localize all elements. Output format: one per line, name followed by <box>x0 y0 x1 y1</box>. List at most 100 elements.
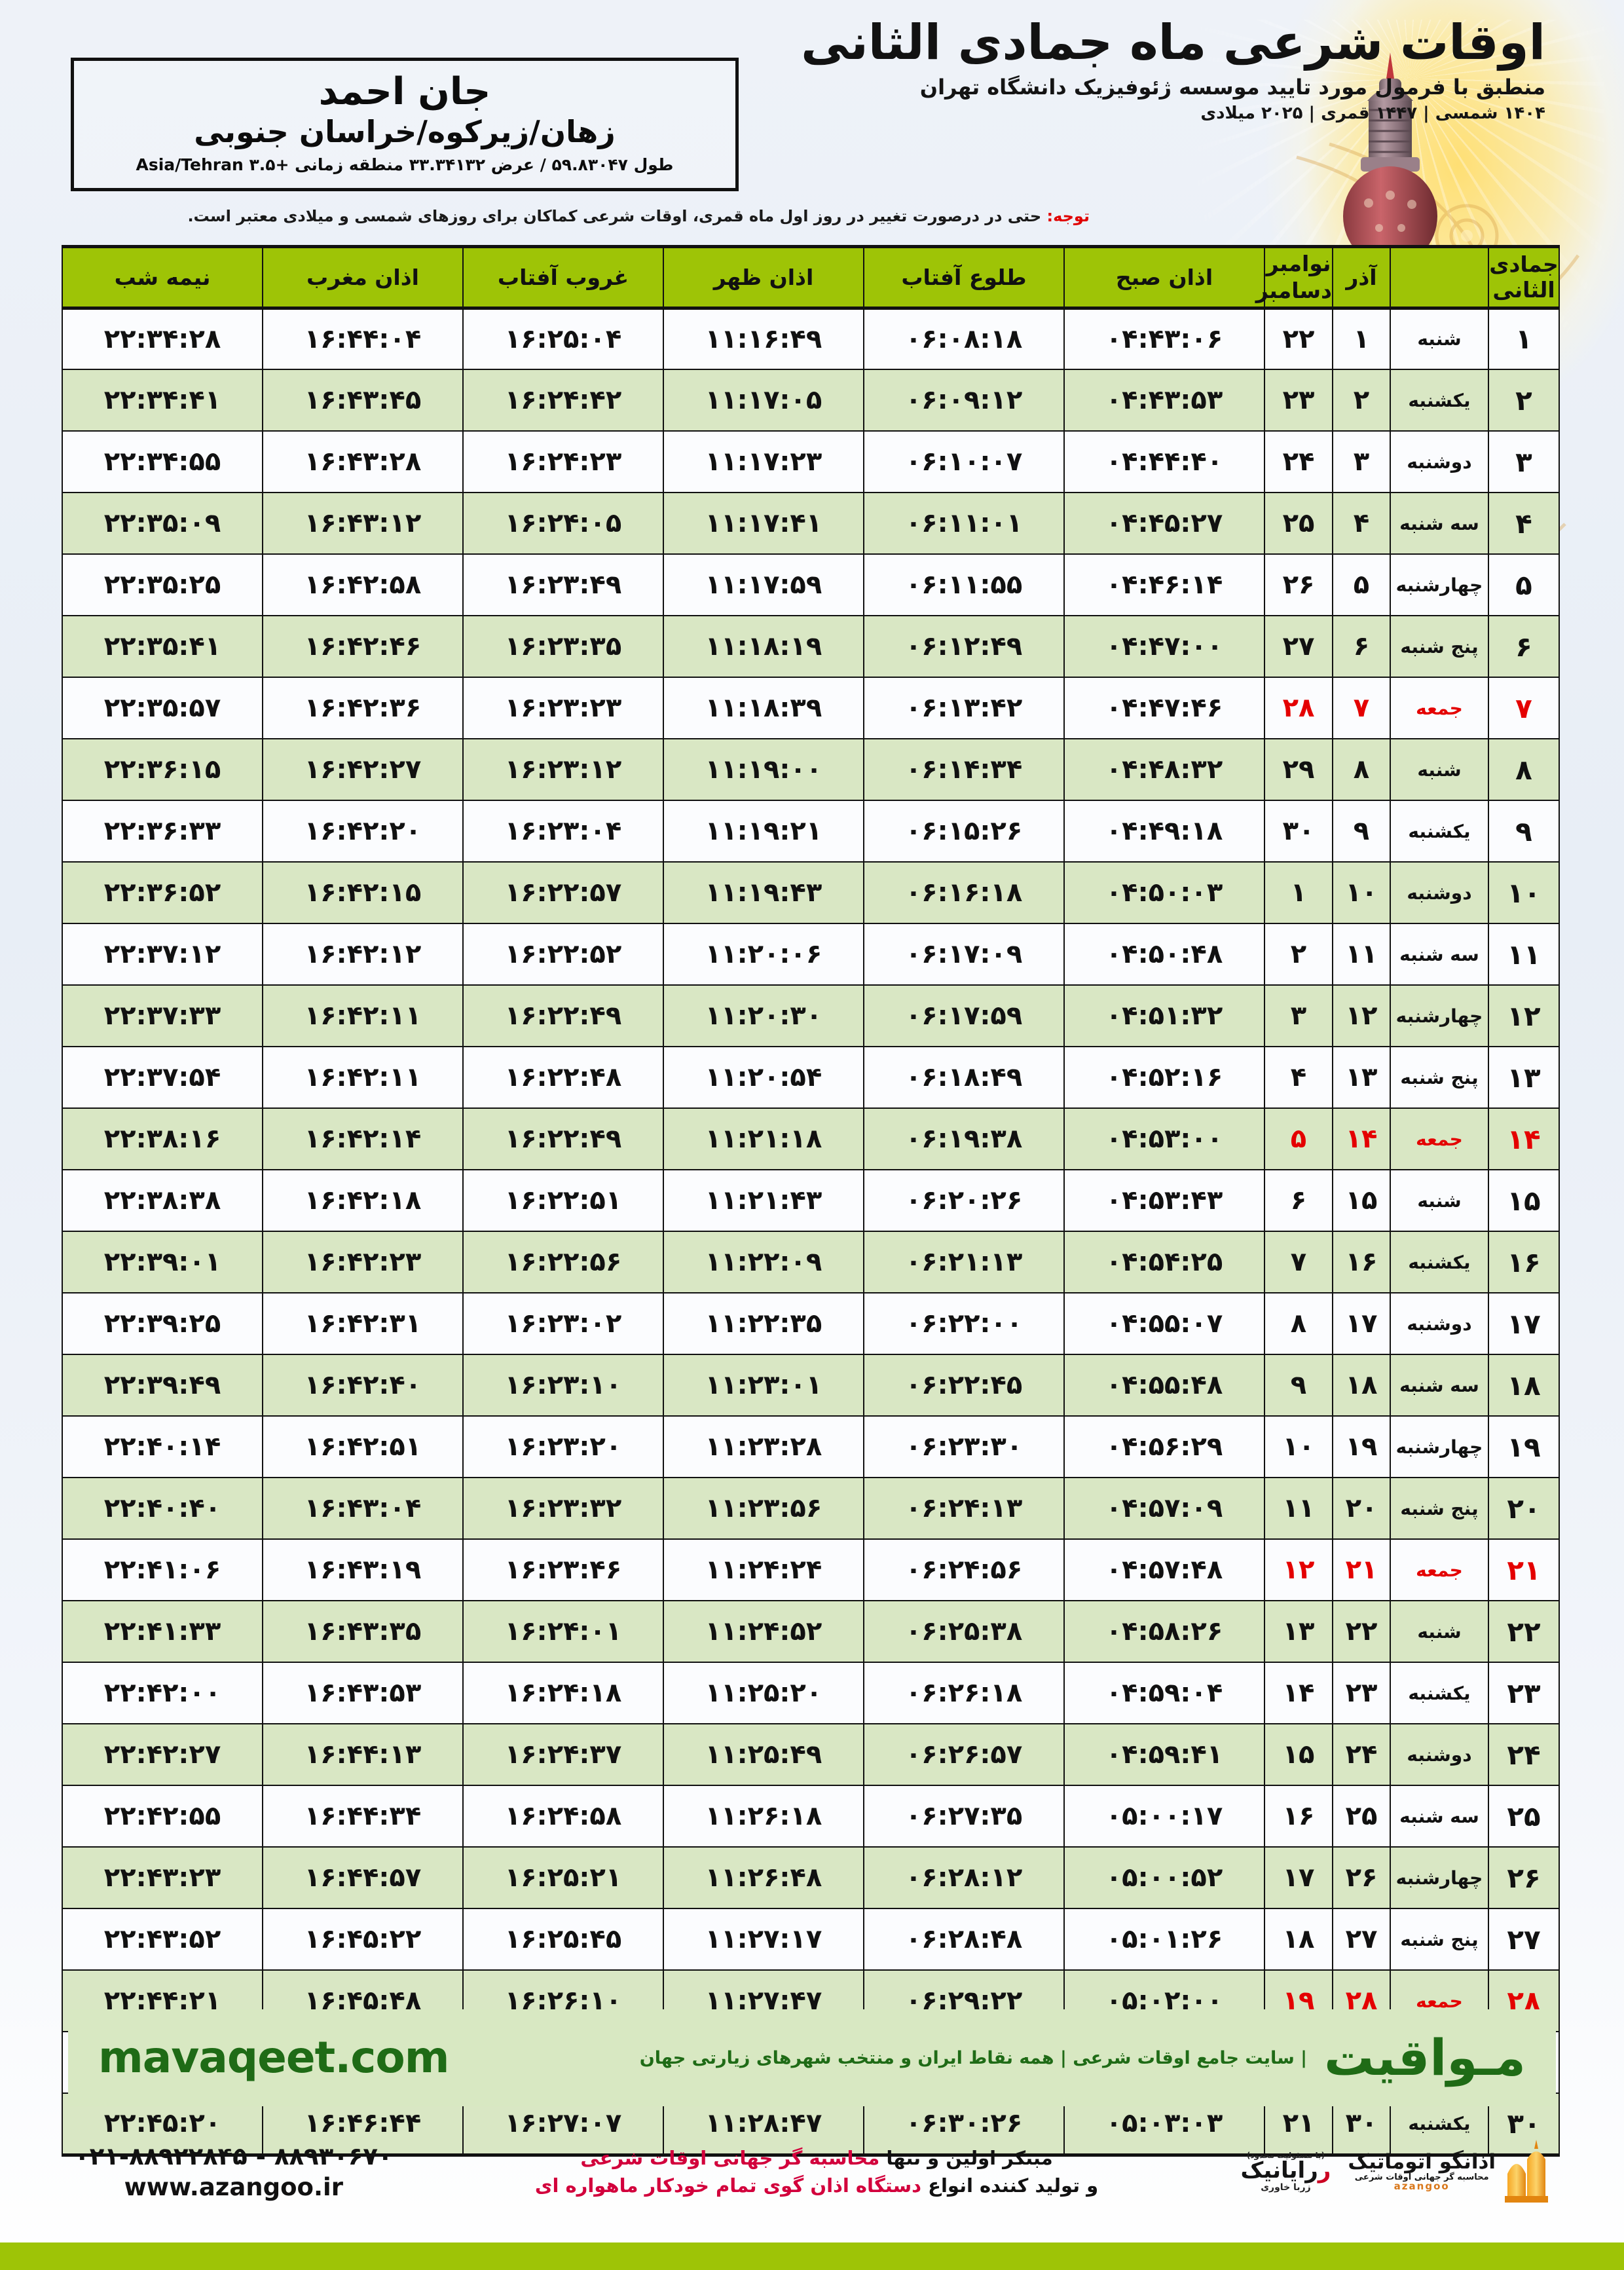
fajr-cell: ۰۴:۴۵:۲۷ <box>1063 492 1265 555</box>
col-gregorian: نوامبر دسامبر <box>1256 245 1333 310</box>
fajr-cell: ۰۵:۰۱:۲۶ <box>1063 1908 1265 1971</box>
sunrise-cell: ۰۶:۱۷:۰۹ <box>863 923 1065 986</box>
day-of-week-cell: چهارشنبه <box>1390 1415 1489 1478</box>
table-row: ۱۱ سه شنبه ۱۱ ۲ ۰۴:۵۰:۴۸ ۰۶:۱۷:۰۹ ۱۱:۲۰:۰۶ ۱۶:۲… <box>62 923 1560 986</box>
day-index-cell: ۲ <box>1488 369 1560 432</box>
hijri-day-cell: ۲۷ <box>1332 1908 1391 1971</box>
midnight-cell: ۲۲:۳۵:۵۷ <box>62 677 263 739</box>
day-index-cell: ۲۷ <box>1488 1908 1560 1971</box>
gregorian-day-cell: ۱۸ <box>1264 1908 1333 1971</box>
brand-tagline: | سایت جامع اوقات شرعی | همه نقاط ایران … <box>639 2047 1308 2068</box>
table-row: ۱۶ یکشنبه ۱۶ ۷ ۰۴:۵۴:۲۵ ۰۶:۲۱:۱۳ ۱۱:۲۲:۰۹ ۱۶:۲۲… <box>62 1231 1560 1293</box>
azangoo-logo: اذانگو اتوماتیک محاسبه گر جهانی اوقات شر… <box>1348 2136 1549 2208</box>
sunrise-cell: ۰۶:۱۴:۳۴ <box>863 738 1065 801</box>
day-index-cell: ۱۵ <box>1488 1169 1560 1232</box>
col-hijri-month: جمادی الثانی <box>1488 245 1560 310</box>
hijri-day-cell: ۲ <box>1332 369 1391 432</box>
table-row: ۲۱ جمعه ۲۱ ۱۲ ۰۴:۵۷:۴۸ ۰۶:۲۴:۵۶ ۱۱:۲۴:۲۴ ۱۶:۲۳:… <box>62 1538 1560 1601</box>
sunset-cell: ۱۶:۲۴:۱۸ <box>462 1662 664 1724</box>
sunrise-cell: ۰۶:۲۳:۳۰ <box>863 1415 1065 1478</box>
table-row: ۱۸ سه شنبه ۱۸ ۹ ۰۴:۵۵:۴۸ ۰۶:۲۲:۴۵ ۱۱:۲۳:۰۱ ۱۶:۲… <box>62 1354 1560 1417</box>
sunset-cell: ۱۶:۲۴:۲۳ <box>462 430 664 493</box>
sunrise-cell: ۰۶:۱۱:۰۱ <box>863 492 1065 555</box>
mavaqeet-banner: مـواقیت | سایت جامع اوقات شرعی | همه نقا… <box>68 2009 1556 2106</box>
dhuhr-cell: ۱۱:۱۸:۱۹ <box>663 615 864 678</box>
midnight-cell: ۲۲:۳۴:۲۸ <box>62 307 263 370</box>
fajr-cell: ۰۴:۵۶:۲۹ <box>1063 1415 1265 1478</box>
page-header: اوقات شرعی ماه جمادی الثانی منطبق با فرم… <box>0 0 1624 225</box>
hijri-day-cell: ۶ <box>1332 615 1391 678</box>
maghrib-cell: ۱۶:۴۲:۲۰ <box>262 800 464 863</box>
rayaneek-logo: (با مسئولیت محدود) ررایانیک زربا خاوری <box>1241 2151 1331 2193</box>
contact-website[interactable]: www.azangoo.ir <box>124 2173 343 2201</box>
table-row: ۳ دوشنبه ۳ ۲۴ ۰۴:۴۴:۴۰ ۰۶:۱۰:۰۷ ۱۱:۱۷:۲۳ ۱۶:۲۴:… <box>62 430 1560 493</box>
table-header: جمادی الثانی آذر نوامبر دسامبر اذان صبح … <box>62 245 1560 310</box>
fajr-cell: ۰۴:۵۱:۳۲ <box>1063 984 1265 1047</box>
dhuhr-cell: ۱۱:۱۶:۴۹ <box>663 307 864 370</box>
gregorian-day-cell: ۲۳ <box>1264 369 1333 432</box>
day-of-week-cell: سه شنبه <box>1390 1354 1489 1417</box>
sunrise-cell: ۰۶:۲۲:۴۵ <box>863 1354 1065 1417</box>
fajr-cell: ۰۴:۵۷:۴۸ <box>1063 1538 1265 1601</box>
maghrib-cell: ۱۶:۴۳:۰۴ <box>262 1477 464 1540</box>
maghrib-cell: ۱۶:۴۲:۵۱ <box>262 1415 464 1478</box>
sunrise-cell: ۰۶:۲۸:۱۲ <box>863 1846 1065 1909</box>
day-index-cell: ۱۰ <box>1488 861 1560 924</box>
fajr-cell: ۰۴:۵۴:۲۵ <box>1063 1231 1265 1293</box>
col-maghrib: اذان مغرب <box>262 245 464 310</box>
dhuhr-cell: ۱۱:۲۵:۲۰ <box>663 1662 864 1724</box>
col-day-of-week <box>1390 245 1489 310</box>
col-sunset: غروب آفتاب <box>462 245 664 310</box>
azangoo-title: اذانگو اتوماتیک <box>1348 2150 1496 2174</box>
maghrib-cell: ۱۶:۴۲:۱۱ <box>262 984 464 1047</box>
sunrise-cell: ۰۶:۲۶:۵۷ <box>863 1723 1065 1786</box>
gregorian-day-cell: ۱۲ <box>1264 1538 1333 1601</box>
azangoo-latin: azangoo <box>1393 2180 1450 2193</box>
slogan-line-2: و تولید کننده انواع دستگاه اذان گوی تمام… <box>393 2172 1241 2199</box>
day-of-week-cell: چهارشنبه <box>1390 1846 1489 1909</box>
sunrise-cell: ۰۶:۱۹:۳۸ <box>863 1107 1065 1170</box>
dhuhr-cell: ۱۱:۲۲:۰۹ <box>663 1231 864 1293</box>
prayer-times-table: جمادی الثانی آذر نوامبر دسامبر اذان صبح … <box>62 245 1560 2157</box>
dhuhr-cell: ۱۱:۲۷:۱۷ <box>663 1908 864 1971</box>
dhuhr-cell: ۱۱:۲۴:۵۲ <box>663 1600 864 1663</box>
maghrib-cell: ۱۶:۴۲:۴۶ <box>262 615 464 678</box>
hijri-day-cell: ۱۷ <box>1332 1292 1391 1355</box>
rayaneek-title-text: رایانیک <box>1240 2157 1318 2184</box>
bottom-green-bar <box>0 2242 1624 2270</box>
sunset-cell: ۱۶:۲۲:۵۷ <box>462 861 664 924</box>
sunset-cell: ۱۶:۲۳:۴۶ <box>462 1538 664 1601</box>
hijri-day-cell: ۱۱ <box>1332 923 1391 986</box>
gregorian-day-cell: ۲۹ <box>1264 738 1333 801</box>
day-index-cell: ۱۴ <box>1488 1107 1560 1170</box>
midnight-cell: ۲۲:۳۸:۳۸ <box>62 1169 263 1232</box>
page-footer: مـواقیت | سایت جامع اوقات شرعی | همه نقا… <box>0 1995 1624 2270</box>
fajr-cell: ۰۴:۵۸:۲۶ <box>1063 1600 1265 1663</box>
sunrise-cell: ۰۶:۱۰:۰۷ <box>863 430 1065 493</box>
sunset-cell: ۱۶:۲۴:۴۲ <box>462 369 664 432</box>
rayaneek-title: ررایانیک <box>1241 2159 1331 2183</box>
maghrib-cell: ۱۶:۴۲:۴۰ <box>262 1354 464 1417</box>
day-of-week-cell: شنبه <box>1390 738 1489 801</box>
brand-website[interactable]: mavaqeet.com <box>98 2032 449 2083</box>
midnight-cell: ۲۲:۳۵:۲۵ <box>62 553 263 616</box>
midnight-cell: ۲۲:۳۹:۴۹ <box>62 1354 263 1417</box>
midnight-cell: ۲۲:۴۲:۲۷ <box>62 1723 263 1786</box>
sunrise-cell: ۰۶:۱۳:۴۲ <box>863 677 1065 739</box>
gregorian-day-cell: ۲۲ <box>1264 307 1333 370</box>
col-midnight: نیمه شب <box>62 245 263 310</box>
day-of-week-cell: چهارشنبه <box>1390 553 1489 616</box>
day-index-cell: ۱۱ <box>1488 923 1560 986</box>
location-info-box: جان احمد زهان/زیرکوه/خراسان جنوبی طول ۵۹… <box>71 58 739 191</box>
midnight-cell: ۲۲:۴۰:۱۴ <box>62 1415 263 1478</box>
day-index-cell: ۱۷ <box>1488 1292 1560 1355</box>
sunrise-cell: ۰۶:۱۱:۵۵ <box>863 553 1065 616</box>
sunrise-cell: ۰۶:۲۵:۳۸ <box>863 1600 1065 1663</box>
day-of-week-cell: پنج شنبه <box>1390 1046 1489 1109</box>
day-index-cell: ۵ <box>1488 553 1560 616</box>
day-of-week-cell: دوشنبه <box>1390 1292 1489 1355</box>
table-row: ۵ چهارشنبه ۵ ۲۶ ۰۴:۴۶:۱۴ ۰۶:۱۱:۵۵ ۱۱:۱۷:۵۹ ۱۶:۲… <box>62 553 1560 616</box>
sunset-cell: ۱۶:۲۴:۳۷ <box>462 1723 664 1786</box>
dhuhr-cell: ۱۱:۲۴:۲۴ <box>663 1538 864 1601</box>
table-row: ۱۷ دوشنبه ۱۷ ۸ ۰۴:۵۵:۰۷ ۰۶:۲۲:۰۰ ۱۱:۲۲:۳۵ ۱۶:۲۳… <box>62 1292 1560 1355</box>
